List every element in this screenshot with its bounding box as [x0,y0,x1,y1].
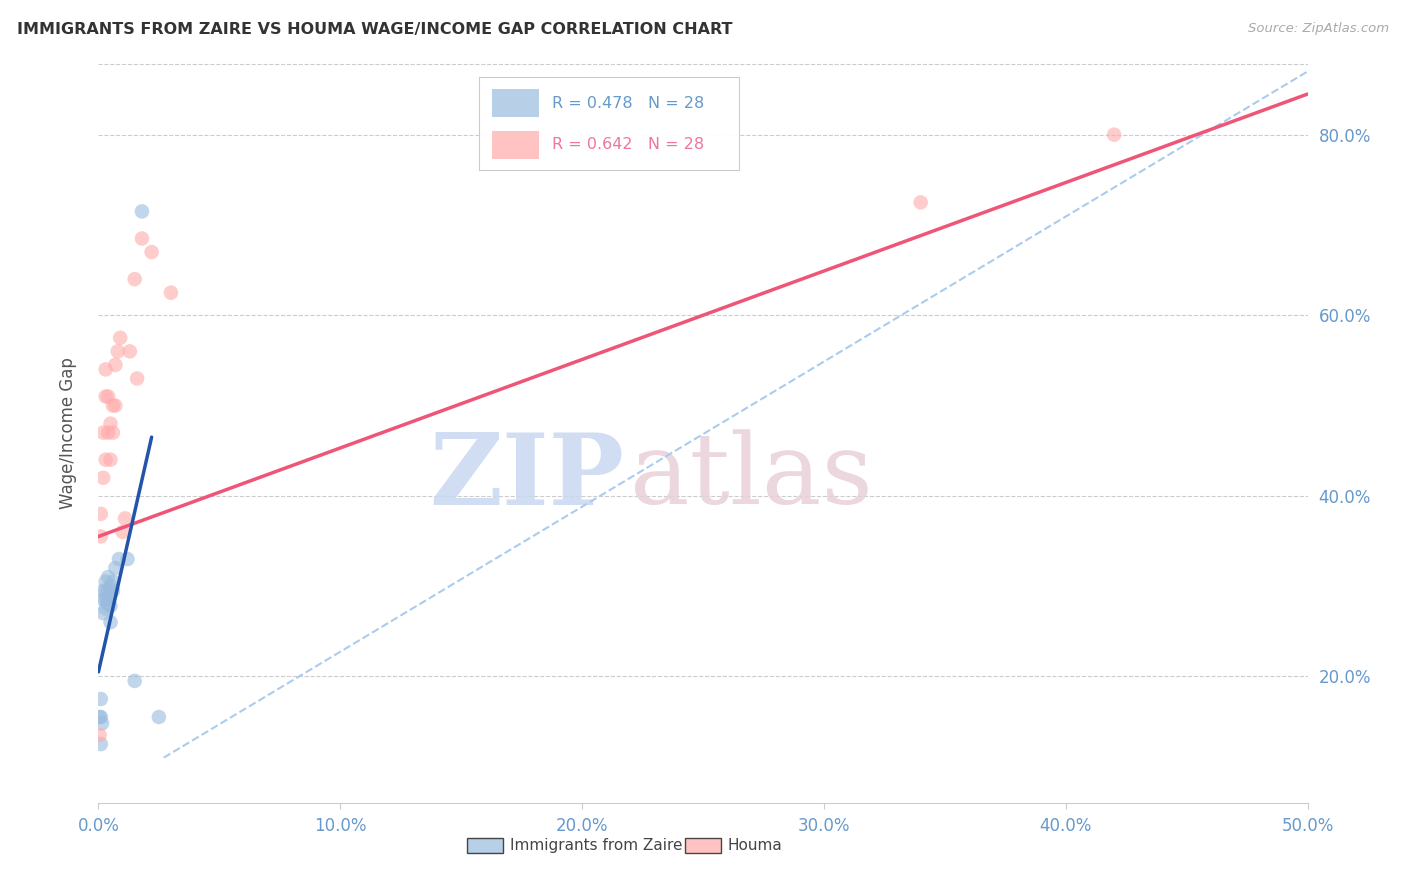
Text: IMMIGRANTS FROM ZAIRE VS HOUMA WAGE/INCOME GAP CORRELATION CHART: IMMIGRANTS FROM ZAIRE VS HOUMA WAGE/INCO… [17,22,733,37]
Point [108,331,131,345]
Point [114,511,136,525]
Point [141,245,163,260]
Point [97,425,120,440]
Point [108,552,131,566]
Y-axis label: Wage/Income Gap: Wage/Income Gap [59,357,77,508]
Point [104,399,127,413]
Point [101,399,124,413]
Point [100,579,122,593]
Point [94,362,117,376]
Text: Source: ZipAtlas.com: Source: ZipAtlas.com [1249,22,1389,36]
Point [91,583,114,598]
Point [107,344,129,359]
Point [90,737,112,751]
Point [148,710,170,724]
Point [97,390,120,404]
Text: Immigrants from Zaire: Immigrants from Zaire [509,838,682,853]
Point [89,728,111,742]
Text: ZIP: ZIP [429,428,624,525]
Point [117,552,139,566]
Point [97,583,120,598]
Point [127,371,149,385]
Point [100,588,122,602]
Point [101,583,124,598]
Point [910,195,932,210]
Point [100,417,122,431]
Point [160,285,183,300]
Point [96,592,118,607]
Point [90,710,112,724]
Point [101,574,124,589]
FancyBboxPatch shape [467,838,503,853]
Point [97,570,120,584]
Point [104,561,127,575]
Point [91,606,114,620]
Point [94,390,117,404]
Point [97,597,120,611]
Point [91,425,114,440]
Point [100,599,122,613]
Point [90,507,112,521]
Point [101,425,124,440]
Point [100,615,122,630]
Point [131,204,153,219]
Point [94,452,117,467]
Point [94,574,117,589]
Point [104,358,127,372]
Point [124,272,146,286]
Point [91,592,114,607]
Point [100,452,122,467]
Text: atlas: atlas [630,429,873,524]
Point [94,592,117,607]
Point [111,524,134,539]
Text: Houma: Houma [727,838,782,853]
Point [89,710,111,724]
FancyBboxPatch shape [685,838,721,853]
Point [118,344,141,359]
Point [90,529,112,543]
Point [1102,128,1125,142]
Point [90,692,112,706]
Point [91,471,114,485]
Point [94,601,117,615]
Point [131,231,153,245]
Point [94,583,117,598]
Point [124,673,146,688]
Point [91,716,114,731]
